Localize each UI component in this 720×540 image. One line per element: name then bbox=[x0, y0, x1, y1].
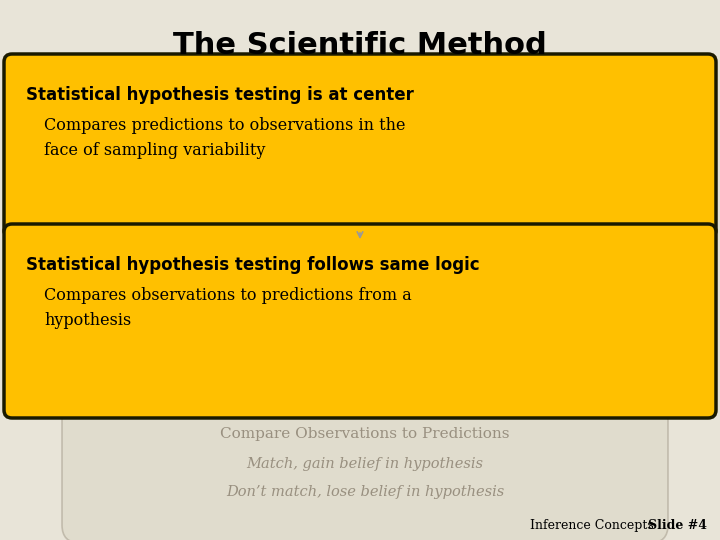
FancyBboxPatch shape bbox=[4, 224, 716, 418]
Text: Compare Observations to Predictions: Compare Observations to Predictions bbox=[220, 427, 510, 441]
Text: Don’t match, lose belief in hypothesis: Don’t match, lose belief in hypothesis bbox=[226, 485, 504, 499]
Text: The Scientific Method: The Scientific Method bbox=[173, 31, 547, 60]
Text: Compares predictions to observations in the
face of sampling variability: Compares predictions to observations in … bbox=[44, 117, 405, 159]
Text: Statistical hypothesis testing is at center: Statistical hypothesis testing is at cen… bbox=[26, 86, 414, 104]
Text: Slide #4: Slide #4 bbox=[648, 519, 707, 532]
Text: Compares observations to predictions from a
hypothesis: Compares observations to predictions fro… bbox=[44, 287, 412, 329]
FancyBboxPatch shape bbox=[4, 54, 716, 238]
Text: Match, gain belief in hypothesis: Match, gain belief in hypothesis bbox=[246, 457, 484, 471]
Text: Statistical hypothesis testing follows same logic: Statistical hypothesis testing follows s… bbox=[26, 256, 480, 274]
Text: Inference Concepts: Inference Concepts bbox=[530, 519, 654, 532]
FancyBboxPatch shape bbox=[62, 395, 668, 540]
